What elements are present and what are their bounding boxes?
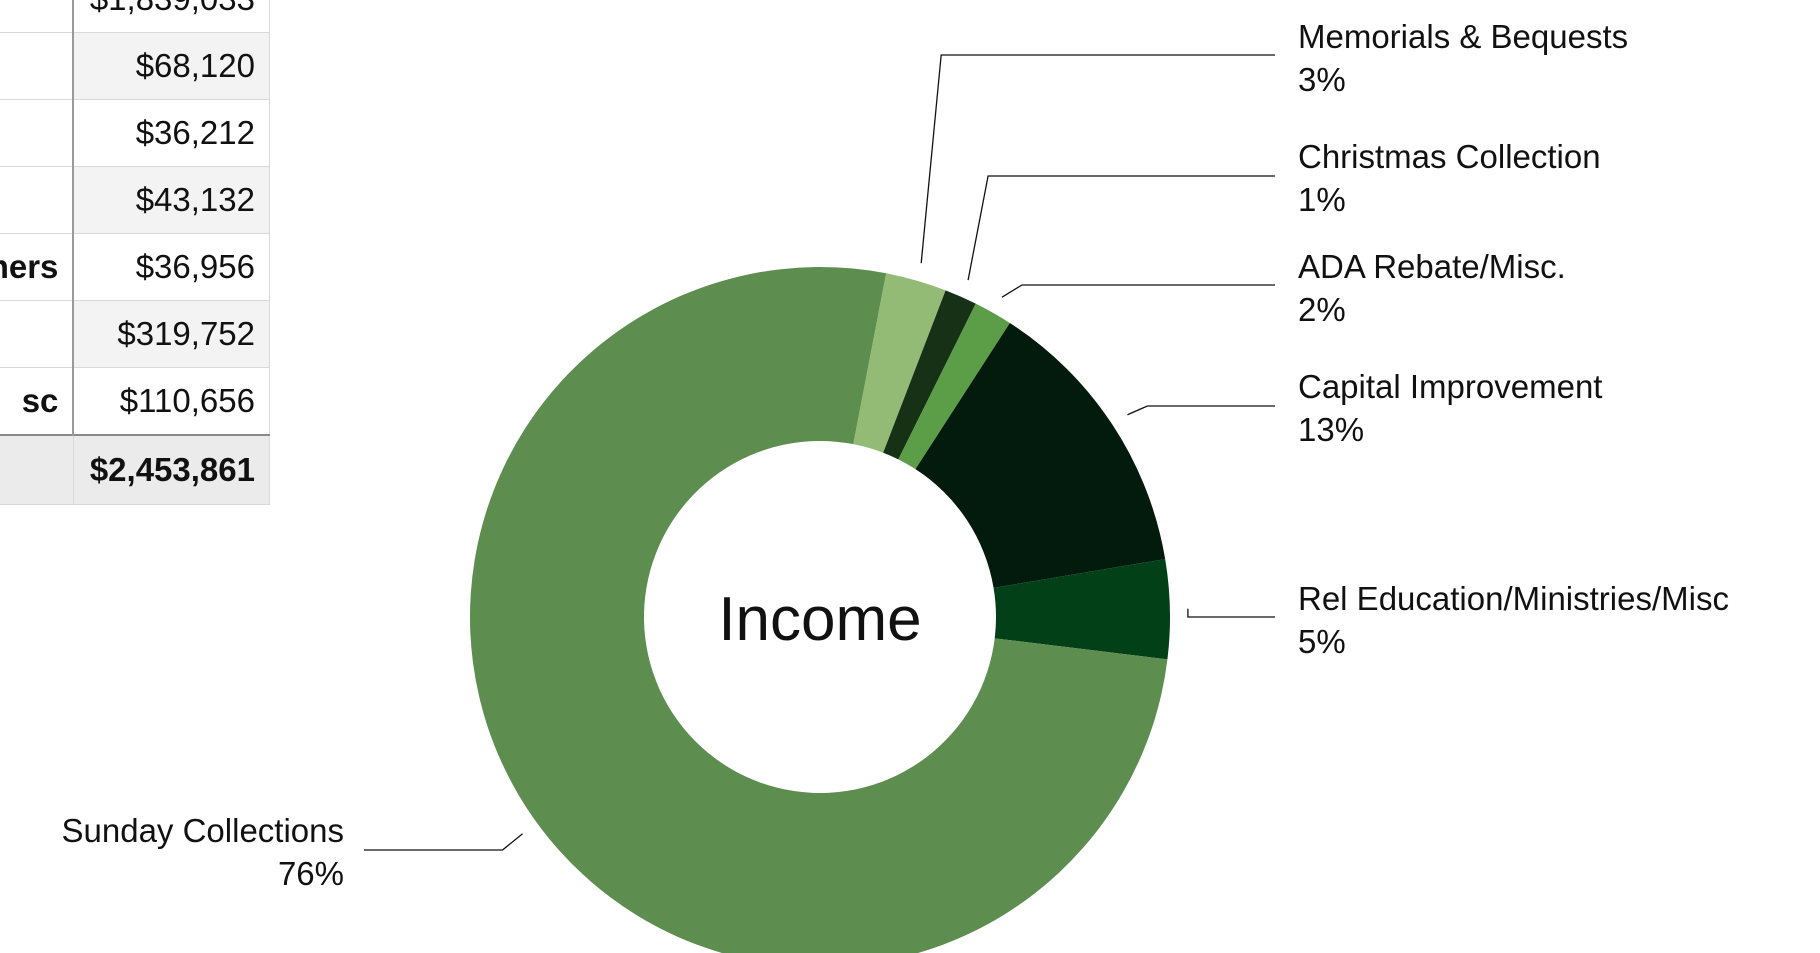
table-row: $36,212 bbox=[0, 99, 271, 167]
row-label bbox=[0, 166, 74, 234]
row-amount: $110,656 bbox=[72, 367, 271, 436]
chart-labels: Memorials & Bequests 3% Christmas Collecti… bbox=[62, 18, 1729, 892]
slice-percent-label: 5% bbox=[1298, 623, 1346, 660]
pie-slice bbox=[853, 273, 946, 453]
row-label bbox=[0, 32, 74, 100]
income-table-grid: $1,839,033 $68,120 $36,212 $43,132 oners… bbox=[0, 0, 271, 505]
slice-percent-label: 76% bbox=[278, 855, 344, 892]
row-label bbox=[0, 99, 74, 167]
pie-slice bbox=[898, 303, 1010, 470]
table-row: sc $110,656 bbox=[0, 367, 271, 436]
slice-percent-label: 2% bbox=[1298, 291, 1346, 328]
row-amount: $43,132 bbox=[72, 166, 271, 234]
leader-line bbox=[967, 175, 1275, 281]
table-row: $319,752 bbox=[0, 300, 271, 368]
leader-line bbox=[1187, 608, 1275, 618]
pie-slice bbox=[915, 322, 1166, 588]
slice-label: Memorials & Bequests bbox=[1298, 18, 1628, 55]
chart-leader-lines bbox=[364, 54, 1275, 851]
table-row: $1,839,033 bbox=[0, 0, 271, 33]
row-label bbox=[0, 300, 74, 368]
row-amount: $1,839,033 bbox=[72, 0, 271, 33]
chart-title: Income bbox=[718, 585, 921, 654]
leader-line bbox=[364, 833, 523, 851]
total-amount: $2,453,861 bbox=[72, 434, 271, 505]
slice-percent-label: 1% bbox=[1298, 181, 1346, 218]
row-amount: $319,752 bbox=[72, 300, 271, 368]
row-amount: $68,120 bbox=[72, 32, 271, 100]
slice-label: ADA Rebate/Misc. bbox=[1298, 248, 1566, 285]
row-label: oners bbox=[0, 233, 74, 301]
row-label: sc bbox=[0, 367, 74, 436]
slice-label: Sunday Collections bbox=[62, 812, 345, 849]
slice-label: Capital Improvement bbox=[1298, 368, 1602, 405]
row-amount: $36,212 bbox=[72, 99, 271, 167]
pie-slice bbox=[470, 267, 1168, 953]
pie-slice bbox=[883, 290, 976, 460]
slice-percent-label: 3% bbox=[1298, 61, 1346, 98]
leader-line bbox=[920, 54, 1275, 264]
leader-line bbox=[1001, 284, 1275, 298]
leader-line bbox=[1127, 405, 1275, 416]
chart-slices bbox=[470, 267, 1170, 953]
table-row: $43,132 bbox=[0, 166, 271, 234]
slice-percent-label: 13% bbox=[1298, 411, 1364, 448]
slice-label: Christmas Collection bbox=[1298, 138, 1601, 175]
total-row: $2,453,861 bbox=[0, 434, 271, 505]
row-label bbox=[0, 0, 74, 33]
table-row: $68,120 bbox=[0, 32, 271, 100]
table-row: oners $36,956 bbox=[0, 233, 271, 301]
income-table: $1,839,033 $68,120 $36,212 $43,132 oners… bbox=[0, 0, 330, 510]
total-label bbox=[0, 434, 74, 505]
slice-label: Rel Education/Ministries/Misc bbox=[1298, 580, 1729, 617]
pie-slice bbox=[993, 559, 1170, 660]
row-amount: $36,956 bbox=[72, 233, 271, 301]
